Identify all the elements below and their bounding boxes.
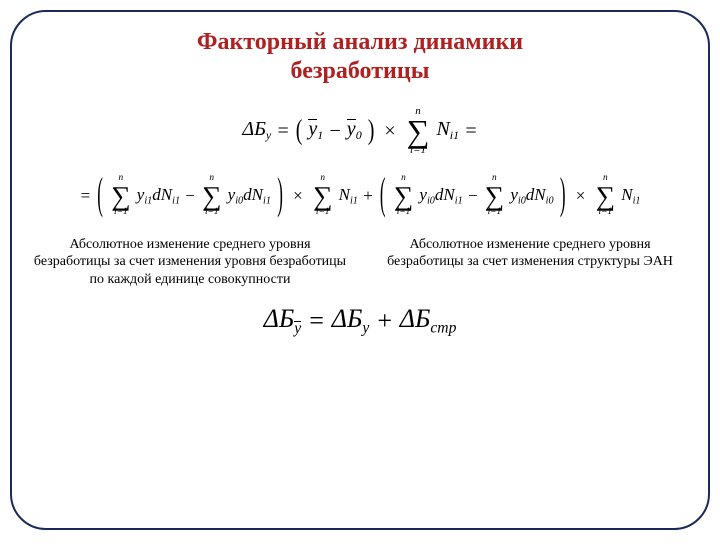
t3N: N: [339, 185, 350, 204]
eq3-term2: ΔБстр: [400, 304, 457, 337]
s5b: i=1: [485, 208, 504, 217]
equals-sign-2: =: [464, 120, 478, 143]
t5N: N: [534, 185, 545, 204]
equation-3: ΔБy = ΔБy + ΔБстр: [12, 304, 708, 338]
e3suby: y: [362, 320, 369, 337]
e3ybar: y: [294, 320, 301, 337]
t4y: y: [419, 185, 427, 204]
t2yi: i0: [235, 196, 243, 207]
t2N: N: [252, 185, 263, 204]
t4yi: i0: [427, 196, 435, 207]
equation-1: ΔБy = ( y1 − y0 ) × n ∑ i=1 Ni1 =: [12, 106, 708, 157]
s6s: ∑: [596, 184, 615, 208]
s5s: ∑: [485, 184, 504, 208]
title-line-2: безработицы: [291, 58, 430, 84]
rparen: ): [368, 115, 375, 147]
sigma-glyph: ∑: [407, 117, 430, 146]
b-symbol: Б: [254, 118, 266, 140]
sub-y: y: [266, 129, 271, 143]
s4b: i=1: [394, 208, 413, 217]
explanation-row: Абсолютное изменение среднего уровня без…: [12, 236, 708, 289]
e3B3: Б: [415, 304, 430, 333]
sum-6: n ∑ i=1: [596, 174, 615, 217]
eq2-plus: +: [362, 186, 373, 206]
sum-symbol: n ∑ i=1: [407, 106, 430, 157]
term-yi1dNi1: yi1dNi1: [137, 185, 180, 207]
sum-5: n ∑ i=1: [485, 174, 504, 217]
title-line-1: Факторный анализ динамики: [197, 29, 523, 55]
eq3-plus: +: [376, 306, 394, 336]
sum-1: n ∑ i=1: [111, 174, 130, 217]
e3d3: Δ: [400, 304, 415, 333]
t5y: y: [510, 185, 518, 204]
s1s: ∑: [111, 184, 130, 208]
eq2-rparen-2: ): [560, 169, 566, 221]
term-Ni1-b: Ni1: [621, 185, 640, 207]
t3Ni: i1: [350, 196, 358, 207]
e3substr: стр: [430, 320, 456, 337]
t5yi: i0: [518, 196, 526, 207]
t5Ni: i0: [546, 196, 554, 207]
t2d: d: [243, 185, 252, 204]
t2Ni: i1: [263, 196, 271, 207]
s2b: i=1: [202, 208, 221, 217]
eq2-minus-1: −: [184, 186, 195, 206]
delta-symbol: Δ: [242, 118, 254, 140]
sub-i1: i1: [450, 129, 459, 143]
equals-sign: =: [276, 120, 290, 143]
ybar0: y0: [347, 118, 362, 143]
t1Ni: i1: [172, 196, 180, 207]
eq2-times-2: ×: [576, 186, 586, 206]
eq2-rparen-1: ): [277, 169, 283, 221]
term-Ni1-a: Ni1: [339, 185, 358, 207]
s2s: ∑: [202, 184, 221, 208]
s6b: i=1: [596, 208, 615, 217]
sub-0: 0: [356, 129, 362, 143]
times-sign: ×: [384, 120, 395, 143]
t1N: N: [161, 185, 172, 204]
ybar-glyph: y: [308, 118, 317, 140]
sum-2: n ∑ i=1: [202, 174, 221, 217]
t4N: N: [443, 185, 454, 204]
e3B2: Б: [347, 304, 362, 333]
eq2-lparen-1: (: [97, 169, 103, 221]
t6N: N: [621, 185, 632, 204]
term-yi0dNi0: yi0dNi0: [510, 185, 553, 207]
eq2-times-1: ×: [293, 186, 303, 206]
eq1-lhs: ΔБy: [242, 118, 271, 143]
eq3-lhs: ΔБy: [264, 304, 302, 337]
s1b: i=1: [111, 208, 130, 217]
term-yi0dNi1: yi0dNi1: [228, 185, 271, 207]
equation-2: = ( n ∑ i=1 yi1dNi1 − n ∑ i=1 yi0dNi1 ) …: [12, 174, 708, 217]
eq3-term1: ΔБy: [332, 304, 370, 337]
sum-3: n ∑ i=1: [313, 174, 332, 217]
N-glyph: N: [436, 118, 449, 140]
e3d2: Δ: [332, 304, 347, 333]
eq2-leading-eq: =: [79, 186, 90, 206]
t6Ni: i1: [633, 196, 641, 207]
sum-4: n ∑ i=1: [394, 174, 413, 217]
s3s: ∑: [313, 184, 332, 208]
eq2-minus-2: −: [467, 186, 478, 206]
e3B: Б: [279, 304, 294, 333]
sub-1: 1: [317, 129, 323, 143]
eq3-eq: =: [308, 306, 326, 336]
term-yi0dNi1-b: yi0dNi1: [419, 185, 462, 207]
s3b: i=1: [313, 208, 332, 217]
slide-frame: Факторный анализ динамики безработицы ΔБ…: [10, 10, 710, 530]
minus-sign: −: [328, 120, 342, 143]
s4s: ∑: [394, 184, 413, 208]
eq2-lparen-2: (: [380, 169, 386, 221]
explanation-right: Абсолютное изменение среднего уровня без…: [372, 236, 688, 289]
t4Ni: i1: [455, 196, 463, 207]
explanation-left: Абсолютное изменение среднего уровня без…: [32, 236, 348, 289]
t1d: d: [152, 185, 161, 204]
ybar-glyph-0: y: [347, 118, 356, 140]
N-i1: Ni1: [436, 118, 459, 143]
e3d: Δ: [264, 304, 279, 333]
ybar1: y1: [308, 118, 323, 143]
slide-title: Факторный анализ динамики безработицы: [12, 28, 708, 86]
lparen: (: [296, 115, 303, 147]
